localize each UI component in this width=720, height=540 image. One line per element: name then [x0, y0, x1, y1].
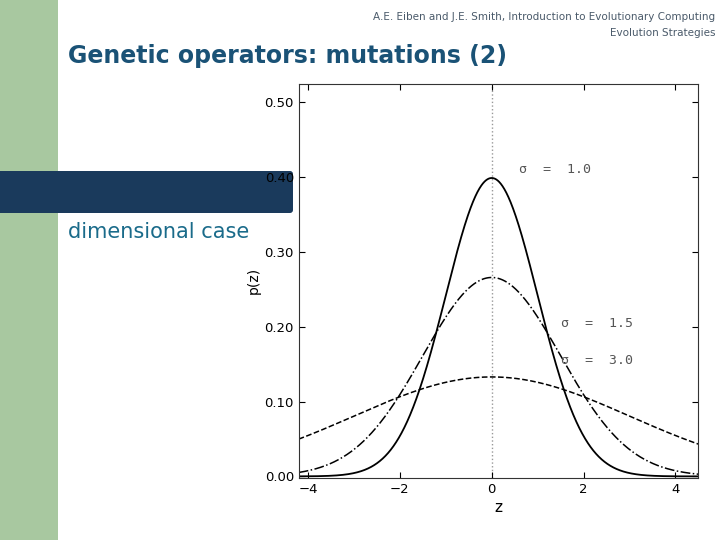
Text: σ  =  1.0: σ = 1.0	[519, 163, 591, 176]
Text: dimensional case: dimensional case	[68, 222, 249, 242]
X-axis label: z: z	[495, 500, 503, 515]
Text: σ  =  1.5: σ = 1.5	[561, 316, 633, 329]
Text: Genetic operators: mutations (2): Genetic operators: mutations (2)	[68, 44, 507, 68]
Text: A.E. Eiben and J.E. Smith, Introduction to Evolutionary Computing: A.E. Eiben and J.E. Smith, Introduction …	[373, 12, 715, 22]
Bar	[0, 0, 58, 540]
Text: σ  =  3.0: σ = 3.0	[561, 354, 633, 367]
FancyBboxPatch shape	[0, 171, 293, 213]
Y-axis label: p(z): p(z)	[246, 267, 261, 294]
Text: Evolution Strategies: Evolution Strategies	[610, 28, 715, 38]
